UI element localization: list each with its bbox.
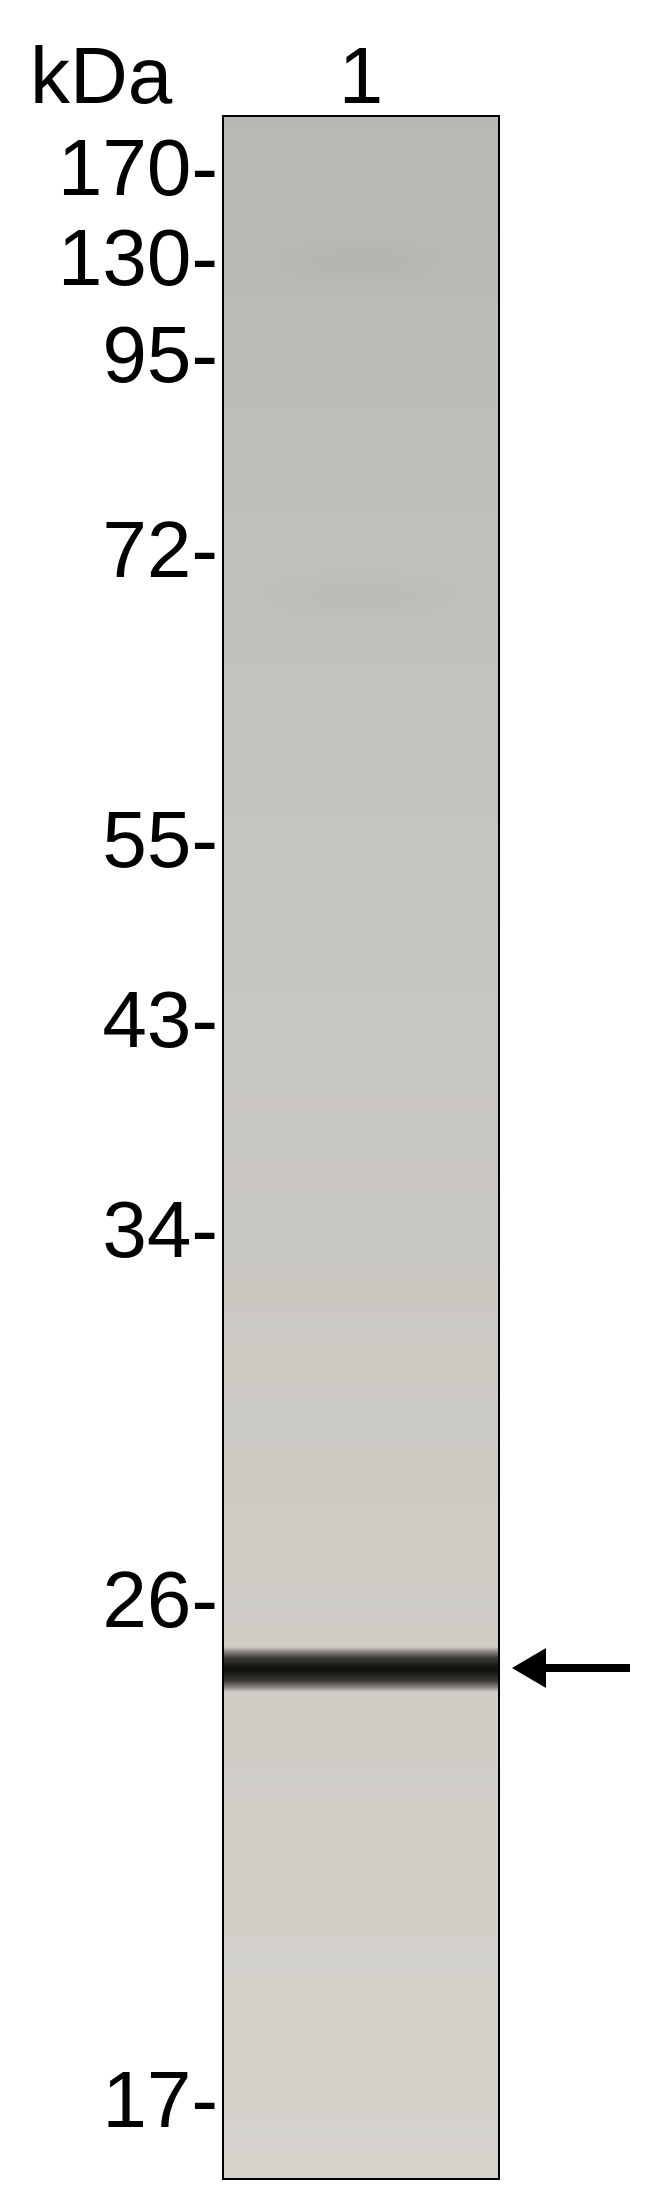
blot-lane-1 bbox=[222, 115, 500, 2180]
faint-smear-1 bbox=[224, 227, 498, 297]
mw-marker-26: 26- bbox=[102, 1560, 218, 1640]
mw-marker-17: 17- bbox=[102, 2060, 218, 2140]
mw-marker-170: 170- bbox=[58, 128, 218, 208]
blot-background bbox=[224, 117, 498, 2178]
faint-smear-2 bbox=[224, 557, 498, 637]
lane-1-label: 1 bbox=[321, 30, 401, 122]
arrow-head-icon bbox=[512, 1648, 546, 1688]
mw-marker-130: 130- bbox=[58, 218, 218, 298]
mw-marker-43: 43- bbox=[102, 980, 218, 1060]
axis-unit-label: kDa bbox=[30, 30, 172, 122]
mw-marker-72: 72- bbox=[102, 510, 218, 590]
mw-marker-34: 34- bbox=[102, 1190, 218, 1270]
western-blot-figure: kDa 170- 130- 95- 72- 55- 43- 34- 26- 17… bbox=[0, 0, 650, 2199]
mw-marker-55: 55- bbox=[102, 800, 218, 880]
mw-marker-95: 95- bbox=[102, 315, 218, 395]
protein-band-1 bbox=[224, 1647, 498, 1692]
arrow-shaft bbox=[546, 1664, 630, 1672]
